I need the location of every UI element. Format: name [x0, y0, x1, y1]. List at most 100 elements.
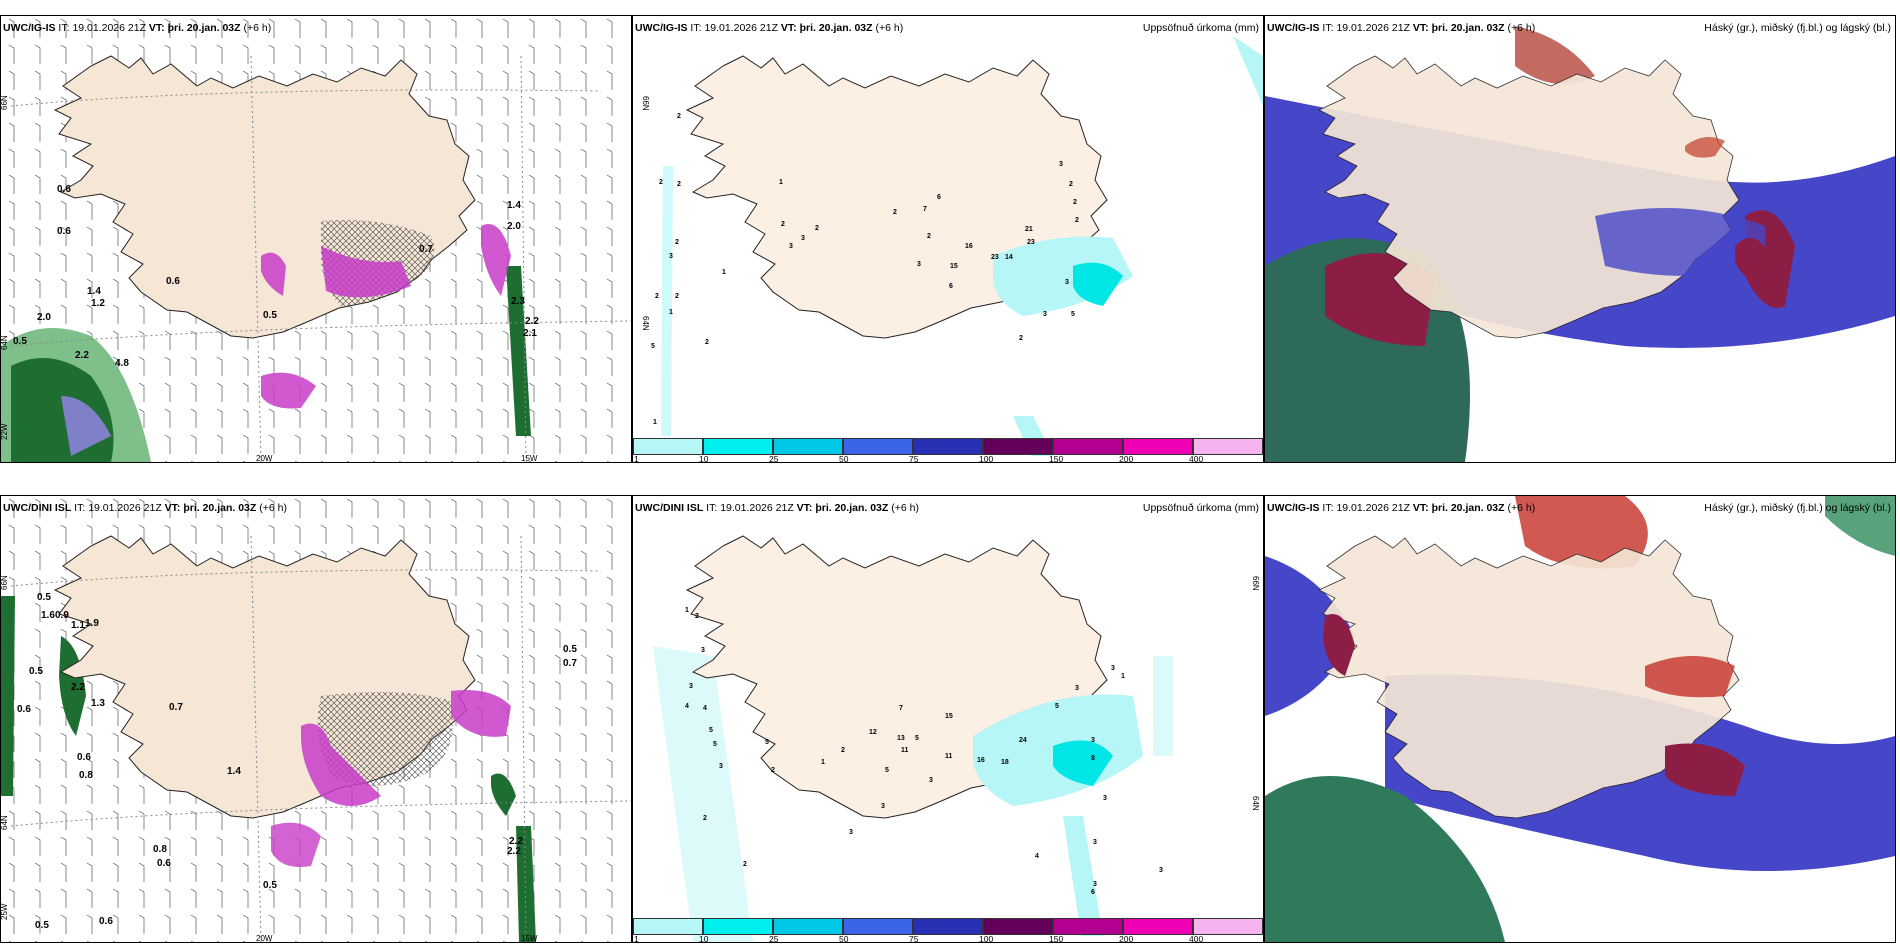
map-value-label: 3	[1093, 881, 1097, 888]
panel-accum-precip-row1: 2 2 2 2 3 2 2 1 1 5 2 1 3 2 2 3 2 7 6 2 3 16 15 6 23 14 21 23 3 2 2 2 3 5…	[632, 15, 1264, 463]
snow-area-purple	[481, 224, 511, 296]
map-value-label: 7	[899, 705, 903, 712]
precip-area-cyan	[993, 236, 1133, 316]
field-title: Háský (gr.), miðský (fj.bl.) og lágský (…	[1704, 502, 1891, 514]
color-legend: 1 10 25 50 75 100 150 200 400	[633, 918, 1263, 942]
high-cloud-area	[1825, 496, 1895, 556]
vt-value: þri. 20.jan. 03Z	[1431, 502, 1505, 514]
axis-label-lat: 66N	[1, 95, 9, 110]
map-value-label: 2	[1073, 199, 1077, 206]
vt-label: VT:	[148, 22, 165, 34]
map-value-label: 2.2	[507, 846, 521, 857]
low-cloud-area	[1265, 556, 1355, 716]
axis-label-lon: 25W	[1, 903, 9, 920]
axis-label-lat: 64N	[1, 815, 9, 830]
model-name: UWC/DINI ISL	[635, 502, 704, 514]
map-value-label: 2	[815, 225, 819, 232]
map-clouds-row2	[1265, 496, 1895, 942]
precip-area-purple	[61, 396, 111, 456]
legend-swatch	[1123, 438, 1193, 455]
precip-area-green	[59, 636, 86, 736]
legend-swatch	[1193, 438, 1263, 455]
legend-label: 10	[699, 934, 709, 943]
map-precip-wind-row2: 0.5 1.6 0.91.1 1.9 0.5 2.2 1.3 0.6 0.7 0.6 0.8 1.4 0…	[1, 496, 631, 942]
map-value-label: 2.2	[75, 350, 89, 361]
map-value-label: 11	[945, 753, 953, 760]
map-value-label: 2	[927, 233, 931, 240]
map-value-label: 4	[1035, 853, 1039, 860]
map-value-label: 5	[1071, 311, 1075, 318]
map-value-label: 2.1	[523, 328, 537, 339]
map-value-label: 0.6	[157, 858, 171, 869]
legend-label: 1	[634, 934, 639, 943]
map-value-label: 5	[1055, 703, 1059, 710]
map-value-label: 16	[977, 757, 985, 764]
mid-cloud-area	[1515, 26, 1595, 84]
map-value-label: 2	[1069, 181, 1073, 188]
map-value-label: 2	[675, 239, 679, 246]
it-label: IT:	[1322, 22, 1334, 34]
map-value-label: 5	[713, 741, 717, 748]
map-value-label: 2	[705, 339, 709, 346]
legend-label: 150	[1049, 934, 1064, 943]
map-value-label: 11	[901, 747, 909, 754]
legend-label: 25	[769, 934, 779, 943]
map-value-label: 12	[869, 729, 877, 736]
map-value-label: 13	[897, 735, 905, 742]
map-value-label: 5	[915, 735, 919, 742]
lead-time: (+6 h)	[1507, 502, 1536, 514]
legend-label: 200	[1119, 934, 1134, 943]
it-value: 19.01.2026 21Z	[72, 22, 146, 34]
map-value-label: 1	[1121, 673, 1125, 680]
map-value-label: 1	[685, 607, 689, 614]
map-value-label: 5	[885, 767, 889, 774]
map-value-label: 3	[1111, 665, 1115, 672]
legend-swatch	[983, 438, 1053, 455]
axis-label-lon: 15W	[521, 934, 538, 942]
high-cloud-area	[1265, 776, 1505, 942]
precip-area-cyan	[1233, 36, 1263, 106]
precip-area-cyan-dark	[1073, 262, 1123, 306]
legend-swatch	[633, 918, 703, 935]
legend-swatch	[1193, 918, 1263, 935]
precip-area-cyan	[1063, 816, 1103, 936]
map-value-label: 2.2	[509, 836, 523, 847]
map-value-label: 16	[965, 243, 973, 250]
model-name: UWC/IG-IS	[3, 22, 56, 34]
map-value-label: 0.7	[169, 702, 183, 713]
panel-precip-wind-row2: 0.5 1.6 0.9 1.1 1.9 0.5 2.2 1.3 0.6 0.7 0.6 0.8 1.4 0…	[0, 495, 632, 943]
map-value-label: 2	[771, 767, 775, 774]
map-clouds-row1	[1265, 16, 1895, 462]
map-value-label: 8	[1091, 755, 1095, 762]
it-value: 19.01.2026 21Z	[1336, 22, 1410, 34]
map-value-label: 1.1	[71, 620, 85, 631]
snow-area-purple	[301, 723, 381, 806]
map-value-label: 0.5	[35, 920, 49, 931]
map-value-label: 3	[789, 243, 793, 250]
legend-label: 50	[839, 454, 849, 463]
map-value-label: 3	[1059, 161, 1063, 168]
map-value-label: 2	[841, 747, 845, 754]
axis-label-lat: 66N	[641, 96, 650, 111]
map-value-label: 5	[651, 343, 655, 350]
map-value-label: 0.6	[77, 752, 91, 763]
map-value-label: 3	[701, 647, 705, 654]
map-value-label: 0.6	[166, 276, 180, 287]
field-title: Uppsöfnuð úrkoma (mm)	[1142, 502, 1259, 514]
precip-area-green	[491, 773, 516, 816]
vt-label: VT:	[1412, 22, 1429, 34]
vt-value: þri. 20.jan. 03Z	[815, 502, 889, 514]
lead-time: (+6 h)	[891, 502, 919, 514]
panel-clouds-row2: UWC/IG-IS IT: 19.01.2026 21Z VT: þri. 20…	[1264, 495, 1896, 943]
map-value-label: 0.5	[29, 666, 43, 677]
map-value-label: 0.7	[563, 658, 577, 669]
it-label: IT:	[690, 22, 702, 34]
axis-label-lon: 22W	[1, 423, 9, 440]
model-name: UWC/IG-IS	[1267, 502, 1320, 514]
it-value: 19.01.2026 21Z	[720, 502, 794, 514]
map-precip-wind-row1: 0.61.41.22.00.62.24.80.51.42.02.32.22.10…	[1, 16, 631, 462]
lead-time: (+6 h)	[875, 22, 904, 34]
map-value-label: 3	[1103, 795, 1107, 802]
map-value-label: 3	[881, 803, 885, 810]
map-value-label: 1.2	[91, 298, 105, 309]
